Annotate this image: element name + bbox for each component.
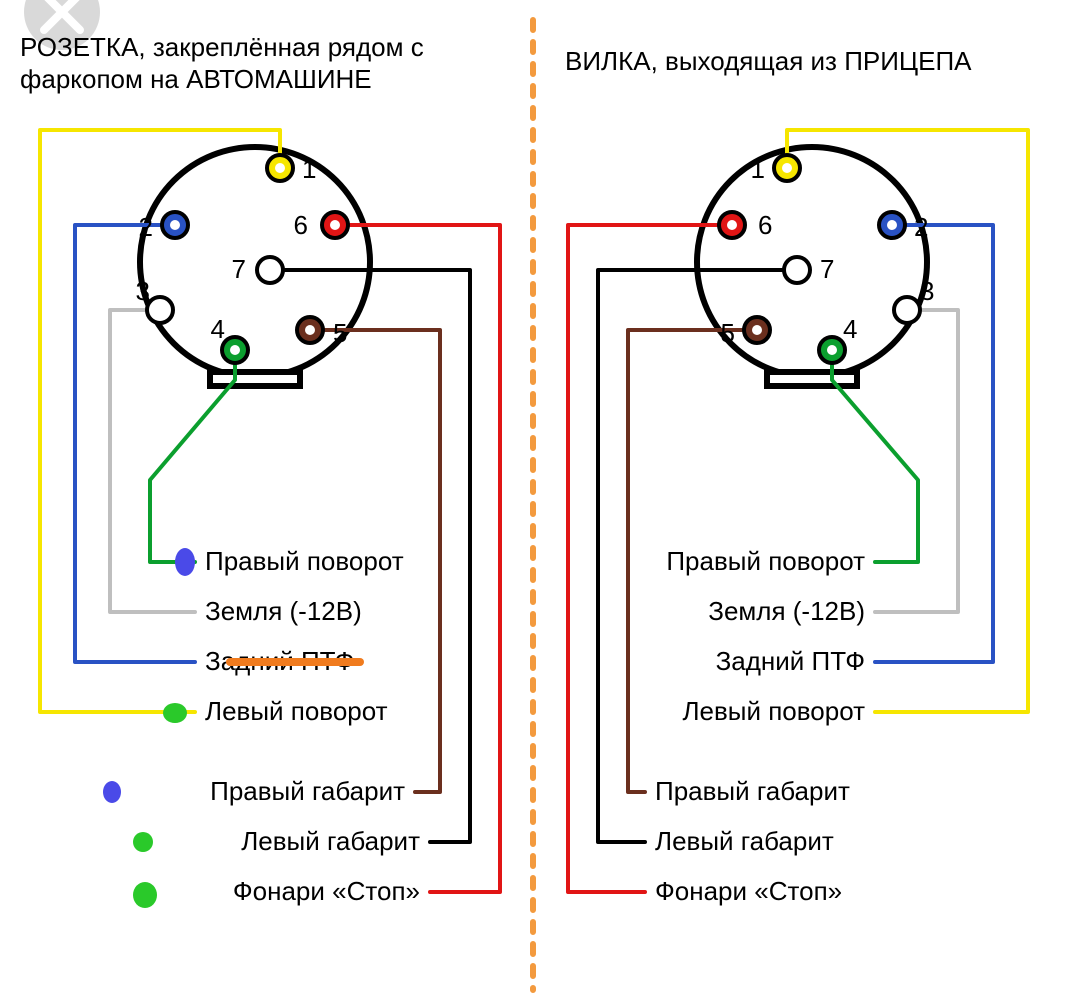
right-label-stop: Фонари «Стоп» [655,876,842,906]
right-pin-5-number: 5 [721,318,735,348]
left-label-right_park: Правый габарит [210,776,405,806]
right-pin-7-number: 7 [820,254,834,284]
right-label-rear_fog: Задний ПТФ [716,646,865,676]
left-annotation-dot-4 [133,832,153,852]
right-label-right_park: Правый габарит [655,776,850,806]
right-label-right_turn: Правый поворот [666,546,865,576]
right-pin-2-number: 2 [914,212,928,242]
left-title-line2: фаркопом на АВТОМАШИНЕ [20,64,372,94]
left-pin-6-number: 6 [294,210,308,240]
left-label-left_park: Левый габарит [241,826,420,856]
left-annotation-dot-3 [103,781,121,803]
right-pin-6-number: 6 [758,210,772,240]
wiring-diagram: РОЗЕТКА, закреплённая рядом сфаркопом на… [0,0,1066,1003]
right-pin-1-number: 1 [751,154,765,184]
left-label-left_turn: Левый поворот [205,696,388,726]
right-connector-notch [767,372,857,386]
right-pin-3-number: 3 [920,276,934,306]
right-label-left_turn: Левый поворот [682,696,865,726]
right-pin-4-number: 4 [843,314,857,344]
left-pin-5-number: 5 [333,318,347,348]
left-label-stop: Фонари «Стоп» [233,876,420,906]
left-annotation-dot-5 [133,882,157,908]
right-label-ground: Земля (-12В) [708,596,865,626]
left-pin-3-number: 3 [136,276,150,306]
left-annotation-dot-1 [175,548,195,576]
left-label-right_turn: Правый поворот [205,546,404,576]
left-label-ground: Земля (-12В) [205,596,362,626]
left-pin-2-number: 2 [139,212,153,242]
left-annotation-dot-2 [163,703,187,723]
left-connector-notch [210,372,300,386]
left-title-line1: РОЗЕТКА, закреплённая рядом с [20,32,424,62]
left-pin-7-number: 7 [232,254,246,284]
right-label-left_park: Левый габарит [655,826,834,856]
right-title: ВИЛКА, выходящая из ПРИЦЕПА [565,46,972,76]
left-pin-4-number: 4 [211,314,225,344]
left-pin-1-number: 1 [302,154,316,184]
